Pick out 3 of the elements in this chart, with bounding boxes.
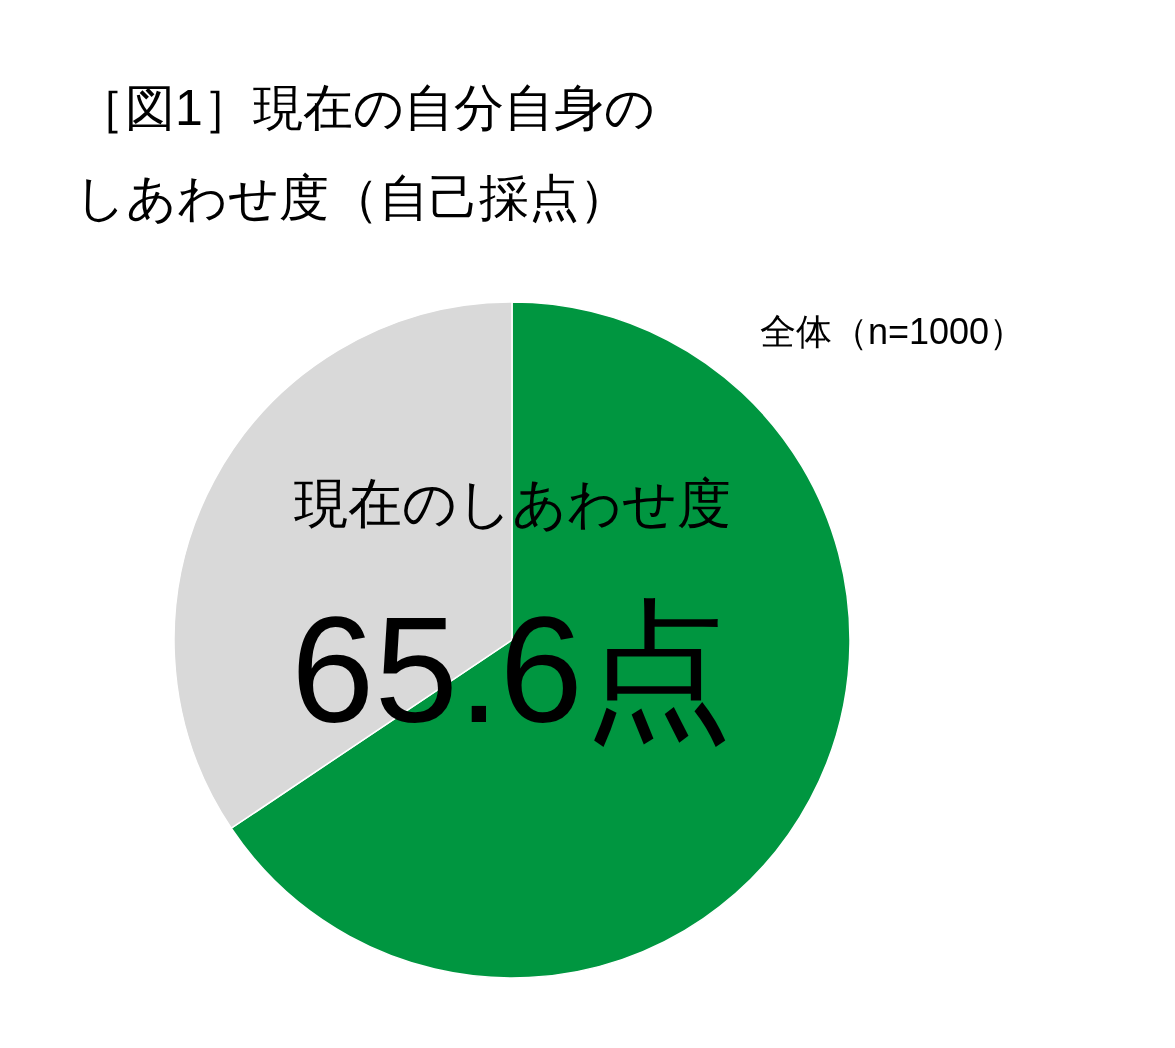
text: 現在のしあわせ度 <box>293 473 731 533</box>
chart-subtitle: 全体（n=1000） <box>760 310 1026 352</box>
chart-title: ［図1］現在の自分自身のしあわせ度（自己採点） <box>75 80 655 226</box>
